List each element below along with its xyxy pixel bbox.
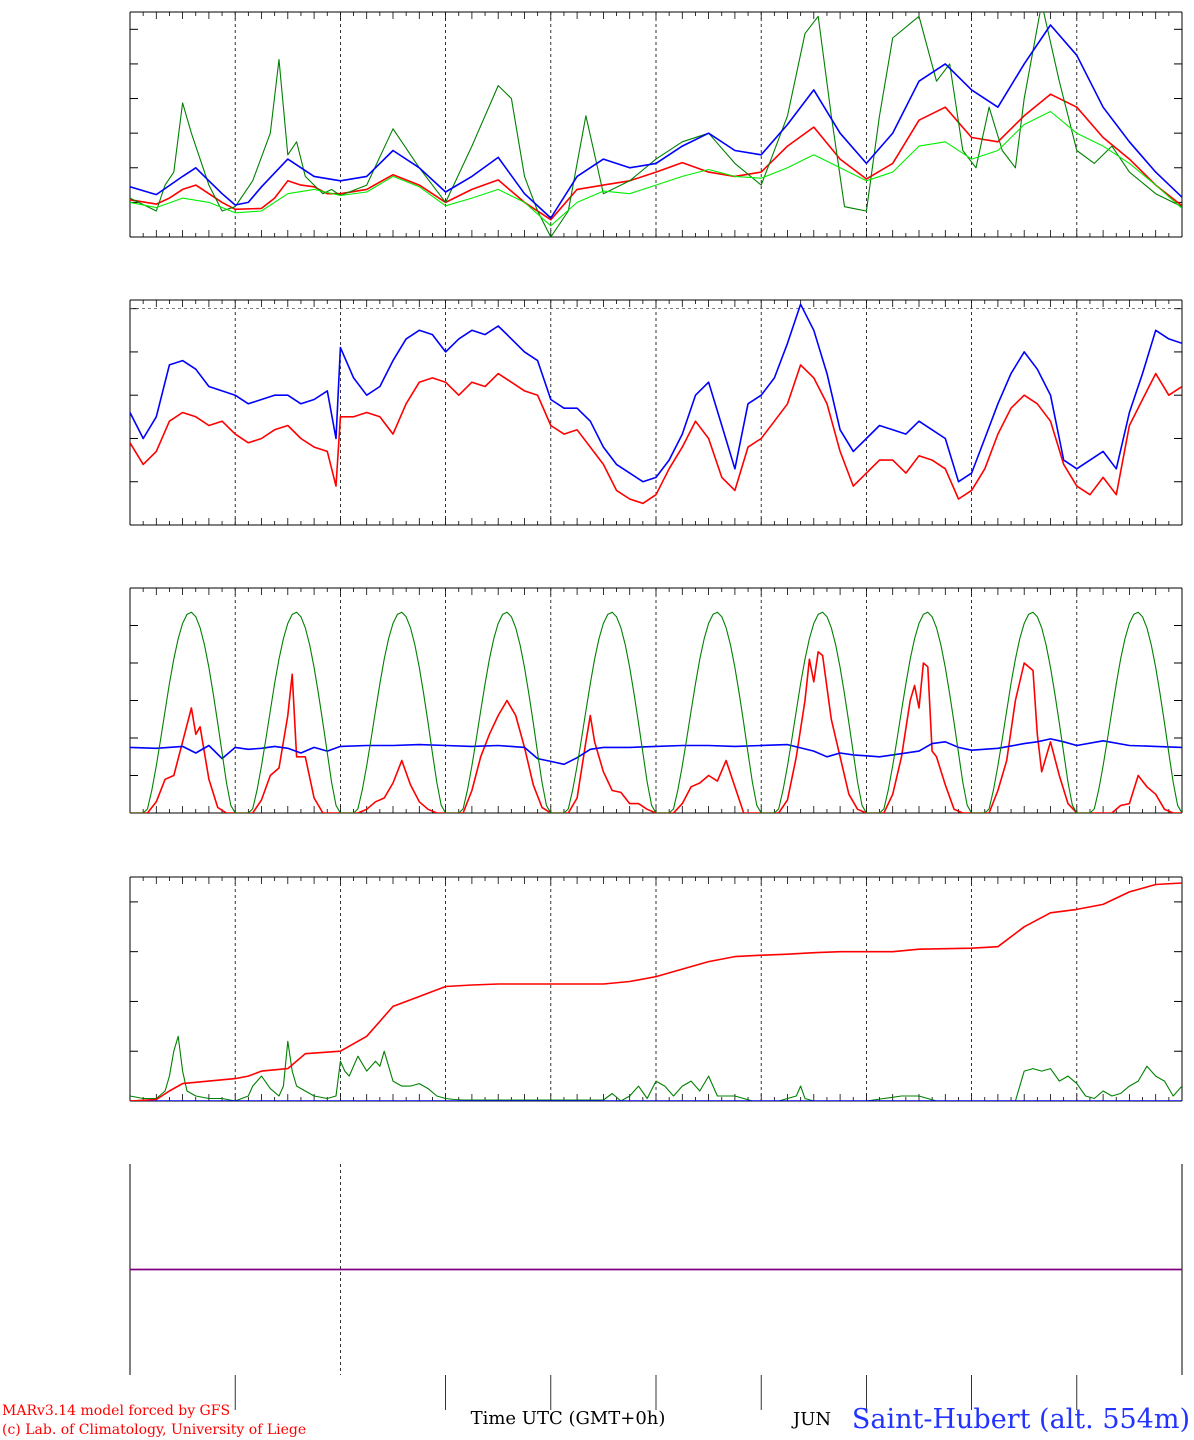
panel-3 — [129, 587, 1183, 814]
series-group — [130, 882, 1182, 1101]
series-line-2 — [130, 303, 1182, 483]
series-line-3 — [130, 24, 1182, 219]
lab-credit: (c) Lab. of Climatology, University of L… — [2, 1422, 306, 1438]
series-line-1 — [130, 364, 1182, 505]
station-overlap-text: JUN — [791, 1409, 831, 1430]
series-line-3 — [130, 882, 1182, 1101]
station-title: Saint-Hubert (alt. 554m) — [852, 1404, 1190, 1435]
panel-4 — [129, 876, 1183, 1102]
series-line-3 — [130, 611, 1182, 813]
x-axis-label: Time UTC (GMT+0h) — [471, 1408, 666, 1429]
meteogram-panels — [129, 11, 1183, 1410]
panel-2 — [129, 299, 1183, 526]
footer: MARv3.14 model forced by GFS (c) Lab. of… — [2, 1403, 1190, 1438]
series-line-2 — [130, 738, 1182, 766]
series-line-2 — [130, 12, 1182, 237]
series-line-1 — [130, 93, 1182, 221]
series-line-1 — [130, 651, 1182, 813]
panel-5 — [129, 1164, 1183, 1410]
series-group — [130, 611, 1182, 813]
series-line-4 — [130, 110, 1182, 227]
model-credit: MARv3.14 model forced by GFS — [2, 1403, 230, 1419]
panel-1 — [129, 11, 1183, 238]
series-group — [130, 303, 1182, 505]
series-line-1 — [130, 1035, 1182, 1101]
series-group — [130, 12, 1182, 237]
